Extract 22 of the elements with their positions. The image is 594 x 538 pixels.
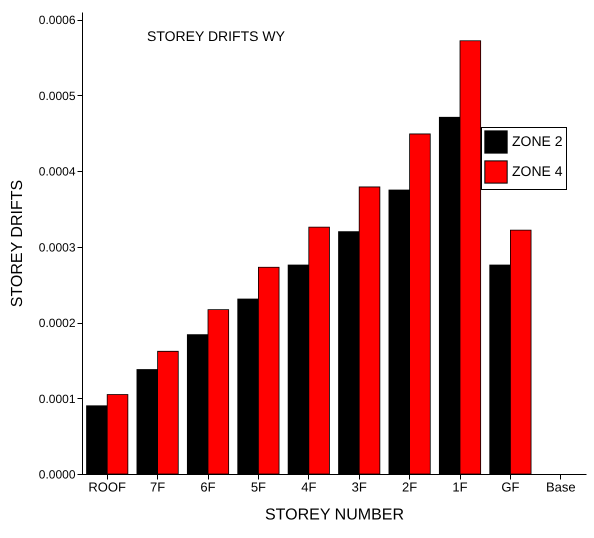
y-tick-label: 0.0005: [38, 88, 76, 103]
x-tick-label: 1F: [452, 480, 468, 494]
y-tick-label: 0.0001: [38, 392, 76, 406]
y-axis-title: STOREY DRIFTS: [8, 180, 26, 308]
x-tick-label: 7F: [150, 480, 166, 494]
x-axis-title: STOREY NUMBER: [265, 506, 404, 524]
y-tick-label: 0.0000: [38, 468, 76, 482]
text: STOREY DRIFTS WY: [147, 28, 286, 44]
y-tick-label: 0.0006: [38, 13, 76, 28]
x-tick-label: 2F: [402, 480, 418, 494]
y-tick-label: 0.0003: [38, 240, 76, 254]
y-tick-label: 0.0002: [38, 316, 76, 330]
x-tick-label: Base: [546, 480, 576, 494]
y-tick-label: 0.0004: [38, 164, 76, 179]
x-tick-label: 5F: [250, 480, 266, 494]
x-tick-label: 3F: [352, 480, 367, 494]
legend-label: ZONE 4: [512, 163, 563, 179]
x-tick-label: 4F: [301, 480, 316, 494]
x-tick-label: GF: [501, 480, 520, 494]
x-tick-label: ROOF: [88, 480, 126, 494]
legend-label: ZONE 2: [512, 133, 563, 149]
x-tick-label: 6F: [200, 480, 216, 494]
